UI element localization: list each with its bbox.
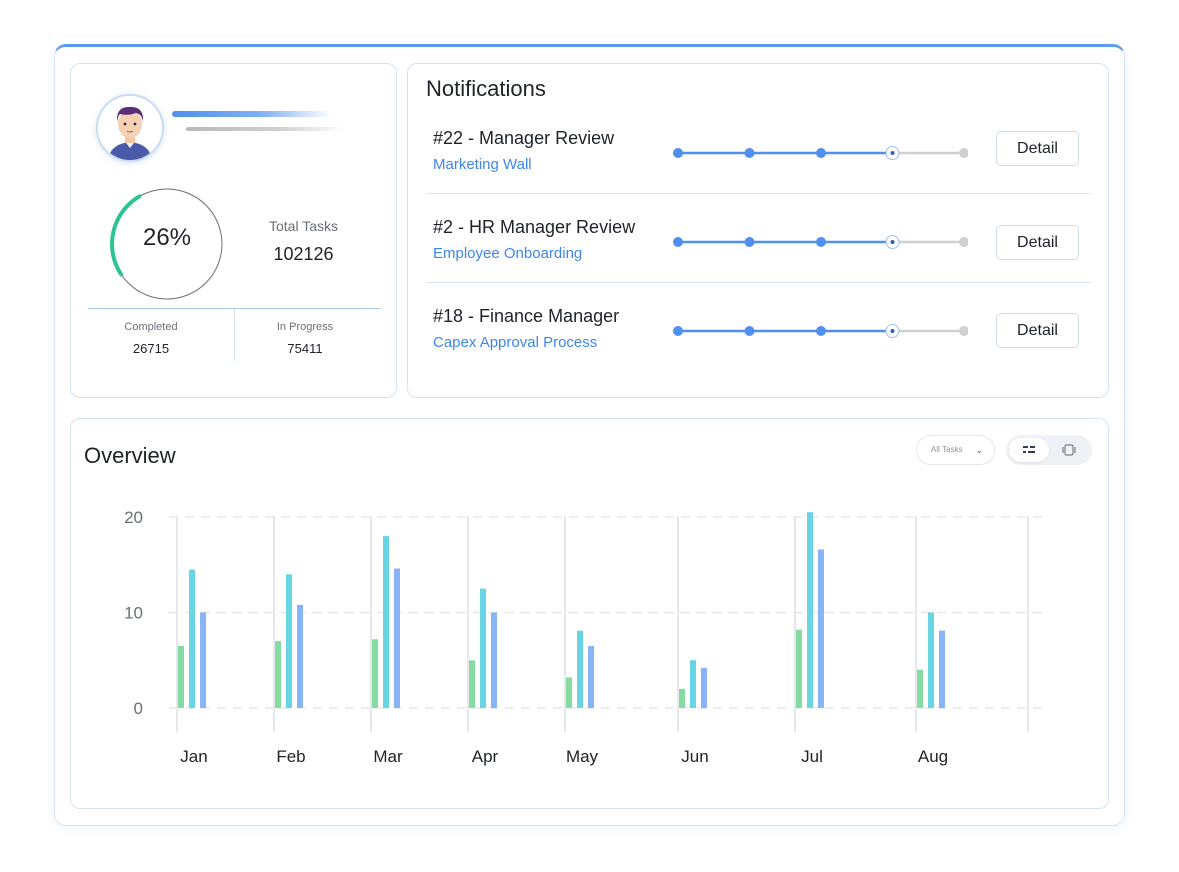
- x-tick-label: Feb: [276, 747, 305, 766]
- in-progress-value: 75411: [287, 341, 323, 356]
- x-tick-label: May: [566, 747, 599, 766]
- notification-subtitle[interactable]: Capex Approval Process: [433, 334, 598, 351]
- approval-progress-track: [673, 235, 968, 249]
- x-tick-label: Aug: [918, 747, 948, 766]
- progress-ring: [110, 188, 223, 300]
- detail-button[interactable]: Detail: [996, 313, 1079, 348]
- chart-bar: [588, 645, 594, 708]
- y-tick-label: 10: [124, 604, 143, 623]
- chart-bar: [372, 639, 378, 708]
- x-tick-label: Apr: [472, 747, 499, 766]
- chart-bar: [491, 612, 497, 708]
- list-view-icon: [1023, 446, 1035, 453]
- notification-heading: #22 - Manager Review: [433, 128, 615, 148]
- step-pending-dot: [959, 237, 968, 247]
- chart-bar: [383, 536, 389, 708]
- user-name-placeholder: [172, 111, 332, 117]
- step-current-center: [890, 151, 895, 155]
- progress-percent: 26%: [142, 224, 192, 251]
- step-complete-dot: [673, 148, 683, 158]
- chart-bar: [189, 569, 195, 708]
- chart-bar: [917, 669, 923, 708]
- profile-card: 26% Total Tasks 102126 Completed 26715 I…: [70, 63, 397, 398]
- task-filter-value: All Tasks: [931, 445, 963, 454]
- step-current-center: [890, 240, 895, 244]
- step-complete-dot: [816, 326, 826, 336]
- x-tick-label: Mar: [373, 747, 403, 766]
- task-filter-select[interactable]: All Tasks ⌄: [916, 435, 995, 465]
- step-complete-dot: [744, 237, 755, 247]
- chart-bar: [701, 667, 707, 708]
- chart-bar: [200, 612, 206, 708]
- x-tick-label: Jan: [180, 747, 207, 766]
- notification-subtitle[interactable]: Employee Onboarding: [433, 245, 583, 262]
- step-pending-dot: [959, 326, 968, 336]
- notification-item: #2 - HR Manager Review Employee Onboardi…: [426, 195, 1091, 283]
- x-tick-label: Jun: [681, 747, 708, 766]
- chart-bar: [286, 574, 292, 708]
- chart-bar: [928, 612, 934, 708]
- chart-bar: [939, 630, 945, 708]
- notification-item: #22 - Manager Review Marketing Wall Deta…: [426, 106, 1091, 194]
- notifications-card: Notifications #22 - Manager Review Marke…: [407, 63, 1109, 398]
- chart-bar: [275, 641, 281, 708]
- card-view-button[interactable]: [1049, 438, 1089, 462]
- chart-bar: [566, 677, 572, 708]
- total-tasks-value: 102126: [273, 244, 334, 264]
- notification-heading: #18 - Finance Manager: [433, 306, 620, 326]
- stats-vertical-divider: [234, 309, 235, 361]
- card-view-icon: [1062, 444, 1076, 456]
- step-complete-dot: [744, 148, 755, 158]
- chart-bar: [818, 549, 824, 708]
- chart-bar: [394, 568, 400, 708]
- detail-button[interactable]: Detail: [996, 225, 1079, 260]
- completed-value: 26715: [132, 341, 170, 356]
- step-complete-dot: [816, 237, 826, 247]
- overview-bar-chart: 0 10 20 Jan Feb Mar Apr May Jun Jul Aug: [124, 508, 1049, 766]
- x-tick-label: Jul: [801, 747, 823, 766]
- stats-divider: [88, 308, 380, 309]
- chart-bar: [297, 604, 303, 708]
- notification-subtitle[interactable]: Marketing Wall: [433, 156, 532, 173]
- step-complete-dot: [816, 148, 826, 158]
- user-avatar-icon: [98, 96, 162, 160]
- step-complete-dot: [673, 237, 683, 247]
- y-tick-label: 20: [124, 508, 143, 527]
- user-role-placeholder: [186, 127, 344, 131]
- chevron-down-icon: ⌄: [975, 445, 983, 455]
- overview-card: Overview All Tasks ⌄ 0 10 20 Jan Feb Mar Apr Ma…: [70, 418, 1109, 809]
- notification-heading: #2 - HR Manager Review: [433, 217, 636, 237]
- chart-bar: [796, 629, 802, 708]
- chart-bar: [178, 645, 184, 708]
- step-complete-dot: [673, 326, 683, 336]
- avatar[interactable]: [96, 94, 164, 162]
- total-tasks-label: Total Tasks: [269, 218, 338, 234]
- y-tick-label: 0: [134, 699, 143, 718]
- overview-title: Overview: [84, 443, 176, 468]
- completed-label: Completed: [124, 321, 178, 333]
- detail-button[interactable]: Detail: [996, 131, 1079, 166]
- approval-progress-track: [673, 324, 968, 338]
- approval-progress-track: [673, 146, 968, 160]
- chart-bar: [679, 688, 685, 708]
- in-progress-label: In Progress: [276, 321, 334, 333]
- chart-bar: [469, 660, 475, 708]
- chart-bar: [480, 588, 486, 708]
- step-current-center: [890, 329, 895, 333]
- chart-bar: [690, 660, 696, 708]
- view-toggle: [1006, 435, 1092, 465]
- step-pending-dot: [959, 148, 968, 158]
- list-view-button[interactable]: [1009, 438, 1049, 462]
- chart-bar: [577, 630, 583, 708]
- notification-item: #18 - Finance Manager Capex Approval Pro…: [426, 284, 1091, 372]
- notifications-title: Notifications: [426, 76, 546, 101]
- step-complete-dot: [744, 326, 755, 336]
- chart-bar: [807, 512, 813, 708]
